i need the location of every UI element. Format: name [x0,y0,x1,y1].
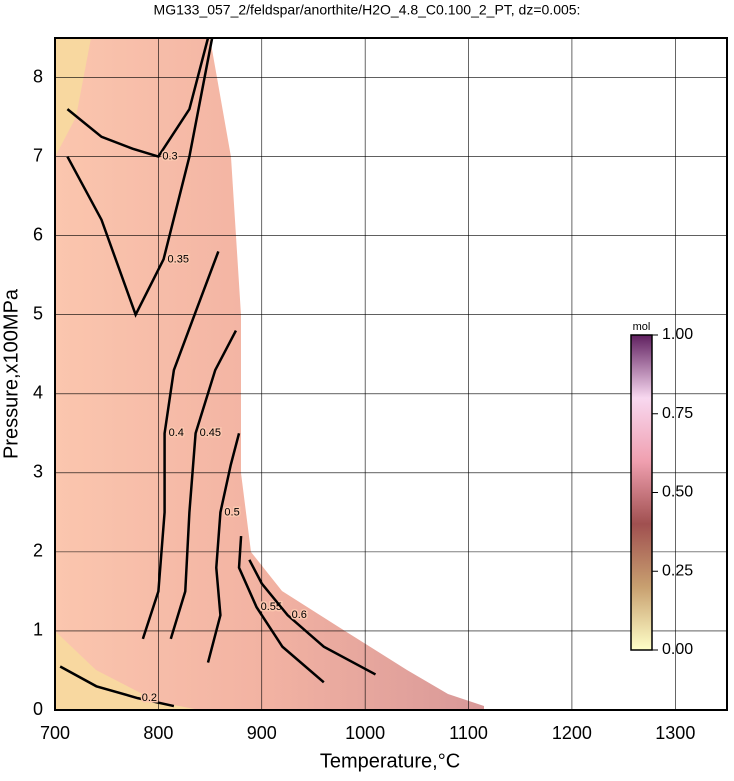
colorbar-tick-label: 0.50 [662,484,693,501]
chart-title: MG133_057_2/feldspar/anorthite/H2O_4.8_C… [154,2,581,18]
x-tick-label: 1300 [655,723,695,743]
y-tick-label: 4 [33,383,43,403]
contour-line [66,37,214,318]
contour-label: 0.35 [168,253,189,265]
x-axis-label: Temperature,°C [320,750,460,772]
contour-line [206,432,241,663]
contour-label: 0.6 [292,609,307,621]
colorbar-scale [630,334,653,651]
colorbar-tick-label: 0.00 [662,641,693,658]
contour-line [169,329,238,640]
colorbar-label: mol [633,321,651,333]
colorbar-tick-label: 0.75 [662,405,693,422]
contour-line [59,665,175,708]
x-tick-label: 1200 [552,723,592,743]
y-tick-label: 7 [33,145,43,165]
y-tick-label: 0 [33,699,43,719]
grid: 700 800 900 1000 1100 1200 1300 0 1 2 3 4 5 6 7 8 [33,38,727,743]
x-tick-label: 1000 [345,723,385,743]
x-tick-label: 800 [143,723,173,743]
y-tick-label: 8 [33,66,43,86]
contour-label: 0.45 [200,427,221,439]
plot-frame [54,37,728,711]
y-axis-label: Pressure,x100MPa [0,288,22,459]
y-tick-label: 3 [33,462,43,482]
x-tick-label: 900 [247,723,277,743]
colorbar-tick-label: 1.00 [662,326,693,343]
x-tick-label: 1100 [449,723,488,743]
contour-label: 0.3 [162,150,177,162]
y-tick-label: 1 [33,620,43,640]
contour-line [141,251,220,640]
colorbar: 0.00 0.25 0.50 0.75 1.00 mol [630,321,693,658]
low-region [55,38,91,157]
contour-label: 0.5 [224,506,239,518]
contours: 0.20.30.350.4 0.450.50.550.6 [59,37,377,708]
contour-line [66,37,210,159]
contour-line [248,559,377,676]
contour-label: 0.4 [169,427,184,439]
y-tick-label: 6 [33,224,43,244]
contour-line [237,535,325,684]
contour-label: 0.2 [142,692,157,704]
low-region [55,631,200,710]
x-tick-label: 700 [40,723,70,743]
colorbar-tick-label: 0.25 [662,562,693,579]
y-tick-label: 2 [33,541,43,561]
y-tick-label: 5 [33,303,43,323]
